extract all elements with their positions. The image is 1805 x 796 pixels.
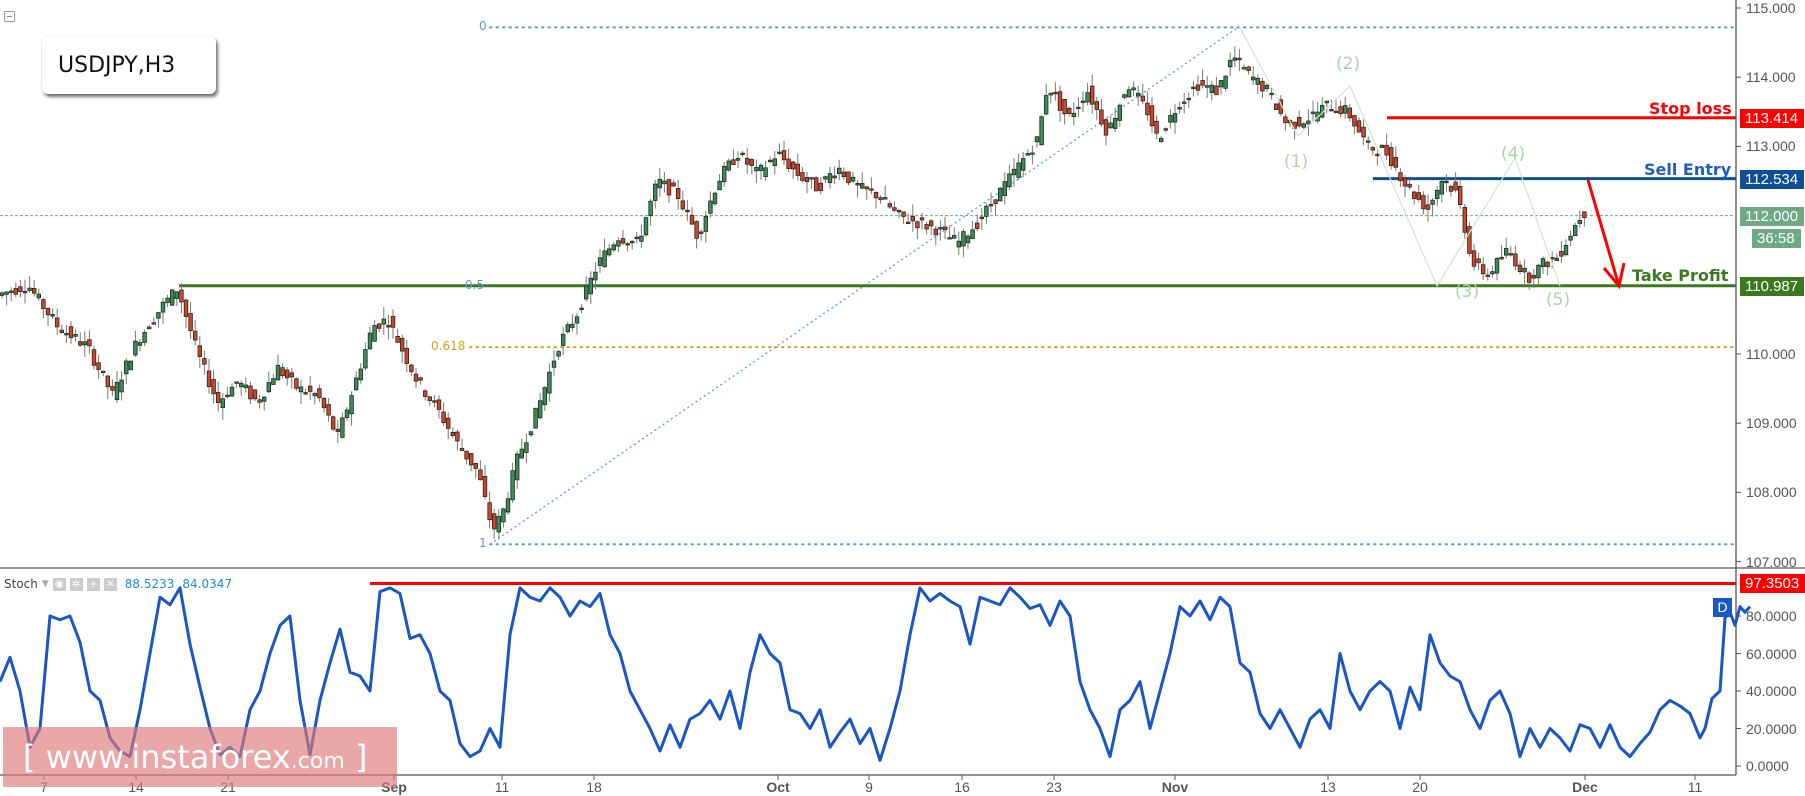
time-tick-label: Dec <box>1572 779 1598 795</box>
price-tick-label: 114.000 <box>1746 69 1796 86</box>
stoch-d-value: 84.0347 <box>182 577 233 591</box>
time-tick-label: 20 <box>1412 779 1428 795</box>
take-profit-label: Take Profit <box>1632 266 1729 285</box>
wave-label: (4) <box>1501 144 1526 164</box>
time-tick-label: 9 <box>865 779 873 795</box>
symbol-text: USDJPY,H3 <box>58 52 176 78</box>
stoch-k-value: 88.5233 <box>124 577 175 591</box>
sell-entry-label: Sell Entry <box>1644 160 1732 179</box>
price-tick-label: 113.000 <box>1746 138 1796 155</box>
watermark-text: [ www.instaforex <box>23 738 291 776</box>
stoch-legend: Stoch ▼ ◉ ✲ + ✕ 88.5233 84.0347 <box>4 577 232 591</box>
fib-level-label: 0.5 <box>465 277 485 292</box>
time-tick-label: Oct <box>766 779 790 795</box>
price-tick-label: 115.000 <box>1746 0 1796 16</box>
stop-loss-price-tag: 113.414 <box>1740 109 1805 128</box>
fib-level-label: 0.618 <box>431 339 466 354</box>
stoch-resistance-tag: 97.3503 <box>1740 574 1805 593</box>
watermark-domain: .com <box>290 749 345 774</box>
time-tick-label: 13 <box>1320 779 1336 795</box>
time-tick-label: Nov <box>1161 779 1189 795</box>
stoch-name[interactable]: Stoch <box>4 577 38 591</box>
price-tick-label: 107.000 <box>1746 553 1797 570</box>
axis-ticks <box>43 7 1741 780</box>
close-icon[interactable]: ✕ <box>103 577 117 591</box>
symbol-label: USDJPY,H3 <box>42 36 216 94</box>
time-tick-label: 11 <box>1687 779 1703 795</box>
bar-countdown: 36:58 <box>1752 229 1801 248</box>
price-tick-label: 110.000 <box>1746 346 1796 362</box>
stochastic-line <box>0 581 1752 762</box>
chevron-down-icon[interactable]: ▼ <box>41 579 49 589</box>
wave-label: (3) <box>1455 282 1480 302</box>
gear-icon[interactable]: ✲ <box>69 577 83 591</box>
current-price-tag: 112.000 <box>1740 207 1805 226</box>
wave-label: (5) <box>1546 290 1571 310</box>
watermark: [ www.instaforex.com ] <box>3 727 397 787</box>
time-tick-label: 16 <box>954 779 970 795</box>
time-tick-label: 11 <box>494 779 510 795</box>
fib-level-label: 1 <box>479 536 487 551</box>
take-profit-price-tag: 110.987 <box>1740 277 1805 296</box>
stoch-tick-label: 20.0000 <box>1746 720 1797 737</box>
plus-icon[interactable]: + <box>86 577 100 591</box>
time-tick-label: 18 <box>586 779 602 795</box>
price-tick-label: 108.000 <box>1746 484 1797 501</box>
candlesticks <box>0 46 1587 540</box>
stoch-tick-label: 40.0000 <box>1746 683 1797 699</box>
stoch-tick-label: 80.0000 <box>1746 608 1797 624</box>
price-tick-label: 109.000 <box>1746 415 1797 432</box>
collapse-pane-icon[interactable] <box>4 11 15 22</box>
fib-level-label: 0 <box>479 19 487 34</box>
sell-entry-price-tag: 112.534 <box>1740 170 1805 189</box>
time-tick-label: 7 <box>40 779 48 795</box>
stoch-tick-label: 60.0000 <box>1746 645 1797 662</box>
elliott-wave-lines <box>1237 23 1561 288</box>
trade-levels[interactable] <box>0 116 1736 288</box>
sell-arrow-icon <box>1586 179 1626 290</box>
wave-label: (2) <box>1336 54 1361 74</box>
stoch-tick-label: 0.0000 <box>1746 758 1789 774</box>
wave-label: (1) <box>1284 152 1309 172</box>
data-window-badge[interactable]: D <box>1713 598 1732 617</box>
visibility-icon[interactable]: ◉ <box>52 577 66 591</box>
watermark-bracket: ] <box>344 738 368 776</box>
time-tick-label: 23 <box>1046 779 1062 795</box>
stop-loss-label: Stop loss <box>1649 99 1732 118</box>
